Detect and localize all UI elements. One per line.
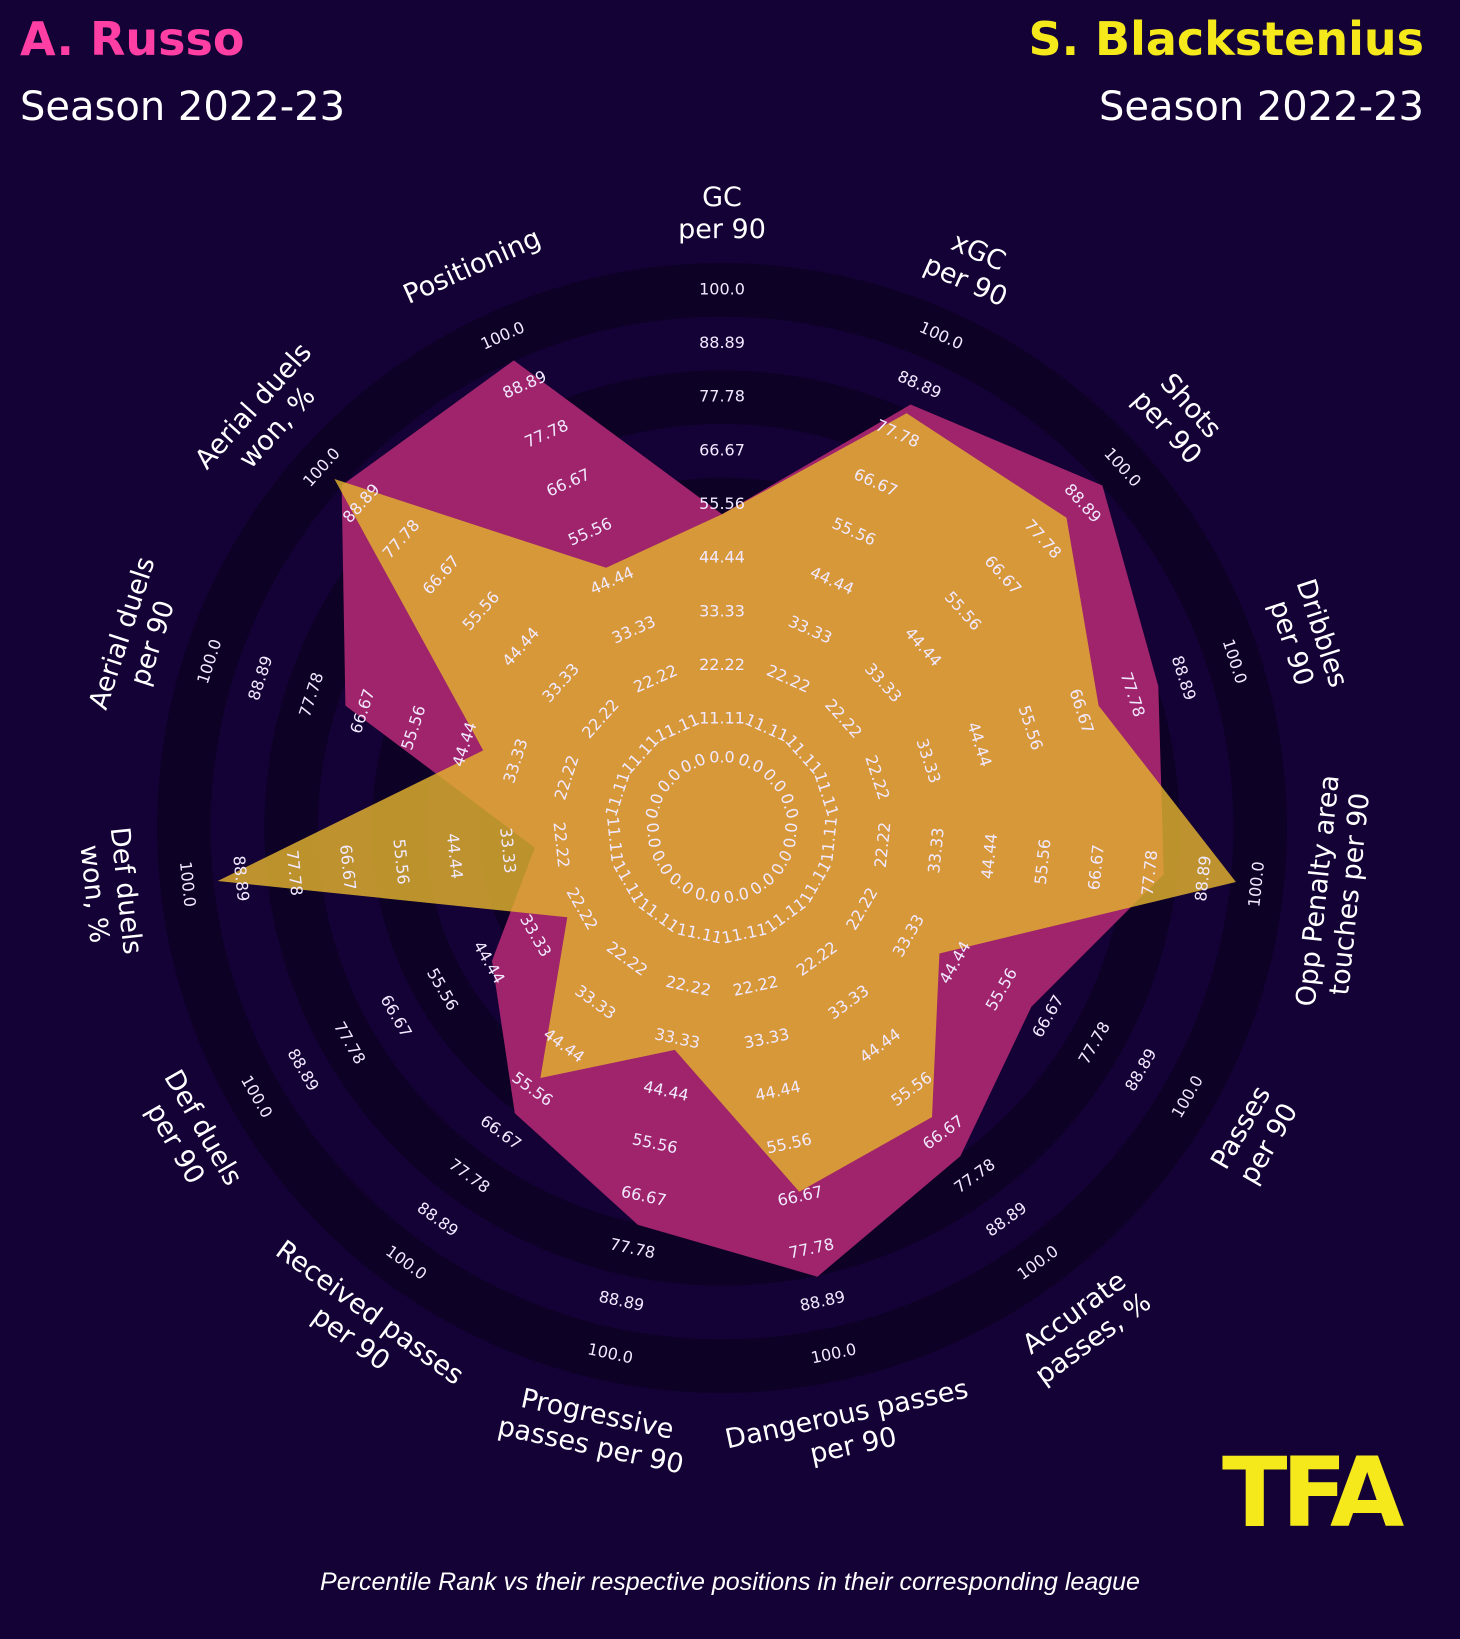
axis-label-line: GC bbox=[702, 182, 742, 213]
ring-tick-label: 44.44 bbox=[977, 832, 1001, 880]
ring-tick-label: 33.33 bbox=[699, 601, 745, 620]
ring-tick-label: 66.67 bbox=[336, 844, 360, 892]
ring-tick-label: 44.44 bbox=[699, 548, 745, 567]
ring-tick-label: 100.0 bbox=[1244, 860, 1268, 908]
axis-label: Passesper 90 bbox=[1205, 1081, 1305, 1191]
ring-tick-label: 33.33 bbox=[496, 827, 520, 875]
ring-tick-label: 22.22 bbox=[871, 821, 895, 869]
ring-tick-label: 11.11 bbox=[699, 709, 745, 728]
ring-tick-label: 11.11 bbox=[817, 816, 841, 864]
ring-tick-label: 88.89 bbox=[229, 855, 253, 903]
ring-tick-label: 11.11 bbox=[603, 816, 627, 864]
ring-tick-label: 77.78 bbox=[1138, 849, 1162, 897]
axis-label-line: Positioning bbox=[399, 223, 546, 311]
ring-tick-label: 88.89 bbox=[1191, 855, 1215, 903]
axis-label: Dribblesper 90 bbox=[1259, 575, 1353, 701]
ring-tick-label: 44.44 bbox=[443, 832, 467, 880]
ring-tick-label: 22.22 bbox=[550, 821, 574, 869]
axis-label: xGCper 90 bbox=[919, 220, 1025, 313]
right-season: Season 2022-23 bbox=[1098, 84, 1424, 130]
ring-tick-label: 88.89 bbox=[699, 333, 745, 352]
left-season: Season 2022-23 bbox=[20, 84, 346, 130]
axis-label: Positioning bbox=[399, 223, 546, 311]
ring-tick-label: 55.56 bbox=[389, 838, 413, 886]
axis-label-line: per 90 bbox=[678, 214, 766, 245]
right-player-name: S. Blackstenius bbox=[1028, 12, 1424, 66]
axis-label: Def duelswon, % bbox=[72, 825, 148, 959]
ring-tick-label: 0.0 bbox=[709, 748, 734, 767]
ring-tick-label: 22.22 bbox=[699, 655, 745, 674]
ring-tick-label: 0.0 bbox=[693, 884, 722, 908]
ring-tick-label: 77.78 bbox=[283, 849, 307, 897]
axis-label: GC per 90 bbox=[678, 182, 766, 245]
axis-label: Progressivepasses per 90 bbox=[495, 1380, 693, 1481]
ring-tick-label: 55.56 bbox=[699, 494, 745, 513]
ring-tick-label: 55.56 bbox=[1031, 838, 1055, 886]
ring-tick-label: 100.0 bbox=[176, 860, 200, 908]
ring-tick-label: 100.0 bbox=[699, 279, 745, 298]
ring-tick-label: 0.0 bbox=[722, 884, 751, 908]
ring-tick-label: 77.78 bbox=[699, 387, 745, 406]
ring-tick-label: 66.67 bbox=[699, 440, 745, 459]
ring-tick-label: 0.0 bbox=[643, 822, 665, 849]
tfa-logo: TFA bbox=[1222, 1437, 1404, 1549]
ring-tick-label: 0.0 bbox=[780, 822, 802, 849]
axis-label: Opp Penalty areatouches per 90 bbox=[1291, 773, 1378, 1011]
ring-tick-label: 33.33 bbox=[924, 827, 948, 875]
left-player-name: A. Russo bbox=[20, 12, 245, 66]
series-blackstenius-polygon bbox=[217, 413, 1236, 1192]
footnote: Percentile Rank vs their respective posi… bbox=[320, 1568, 1140, 1596]
ring-tick-label: 66.67 bbox=[1084, 844, 1108, 892]
